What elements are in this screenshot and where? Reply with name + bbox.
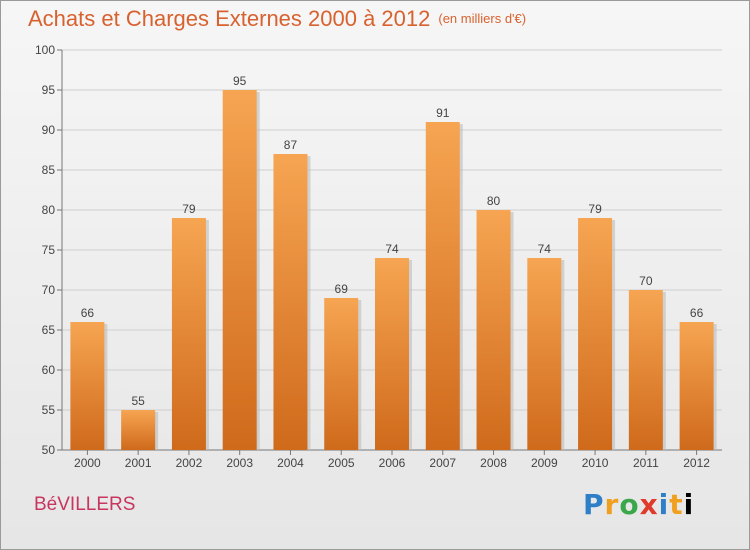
bar-value-label: 66 [81,306,95,320]
x-tick-label: 2002 [176,456,203,470]
y-tick-label: 90 [42,123,56,137]
commune-name: BéVILLERS [34,494,136,515]
x-tick-label: 2012 [683,456,710,470]
bar-2009 [527,258,562,450]
y-tick-label: 100 [35,43,55,57]
bar-2000 [70,322,105,450]
bar-2005 [324,298,359,450]
chart-unit: (en milliers d'€) [438,11,527,26]
x-tick-label: 2003 [226,456,253,470]
x-tick-label: 2005 [328,456,355,470]
x-tick-label: 2009 [531,456,558,470]
x-tick-label: 2007 [429,456,456,470]
chart-title: Achats et Charges Externes 2000 à 2012 (e… [28,6,526,32]
bar-value-label: 79 [182,202,196,216]
bar-value-label: 70 [639,274,653,288]
x-tick-label: 2011 [633,456,659,470]
bar-2011 [628,290,663,450]
bar-2012 [679,322,714,450]
bar-2007 [425,122,460,450]
y-tick-label: 95 [42,83,56,97]
y-tick-label: 80 [42,203,56,217]
bar-value-label: 74 [385,242,399,256]
bar-value-label: 87 [284,138,298,152]
bar-2004 [273,154,308,450]
bar-2008 [476,210,511,450]
bar-value-label: 91 [436,106,450,120]
bar-value-label: 80 [487,194,501,208]
labels: 66 2000 55 2001 79 2002 95 2003 87 2004 69 2005 74 20… [74,74,710,470]
y-tick-label: 50 [42,443,56,457]
y-tick-label: 55 [42,403,56,417]
y-tick-label: 75 [42,243,56,257]
bar-2002 [171,218,206,450]
x-tick-label: 2008 [480,456,507,470]
chart-title-text: Achats et Charges Externes 2000 à 2012 [28,6,431,31]
bar-value-label: 69 [335,282,349,296]
bar-value-label: 74 [538,242,552,256]
y-tick-label: 70 [42,283,56,297]
bar-2003 [222,90,257,450]
bar-value-label: 66 [690,306,704,320]
bar-2001 [121,410,156,450]
bars [70,90,717,450]
y-tick-label: 85 [42,163,56,177]
proxiti-logo: Proxiti [583,488,695,521]
x-tick-label: 2004 [277,456,304,470]
y-tick-label: 60 [42,363,56,377]
bar-value-label: 55 [131,394,145,408]
bar-2006 [375,258,409,450]
x-tick-label: 2010 [582,456,609,470]
bar-value-label: 79 [588,202,602,216]
x-tick-label: 2001 [125,456,152,470]
bar-value-label: 95 [233,74,247,88]
x-tick-label: 2000 [74,456,101,470]
bar-2010 [578,218,613,450]
x-tick-label: 2006 [379,456,406,470]
y-tick-label: 65 [42,323,56,337]
